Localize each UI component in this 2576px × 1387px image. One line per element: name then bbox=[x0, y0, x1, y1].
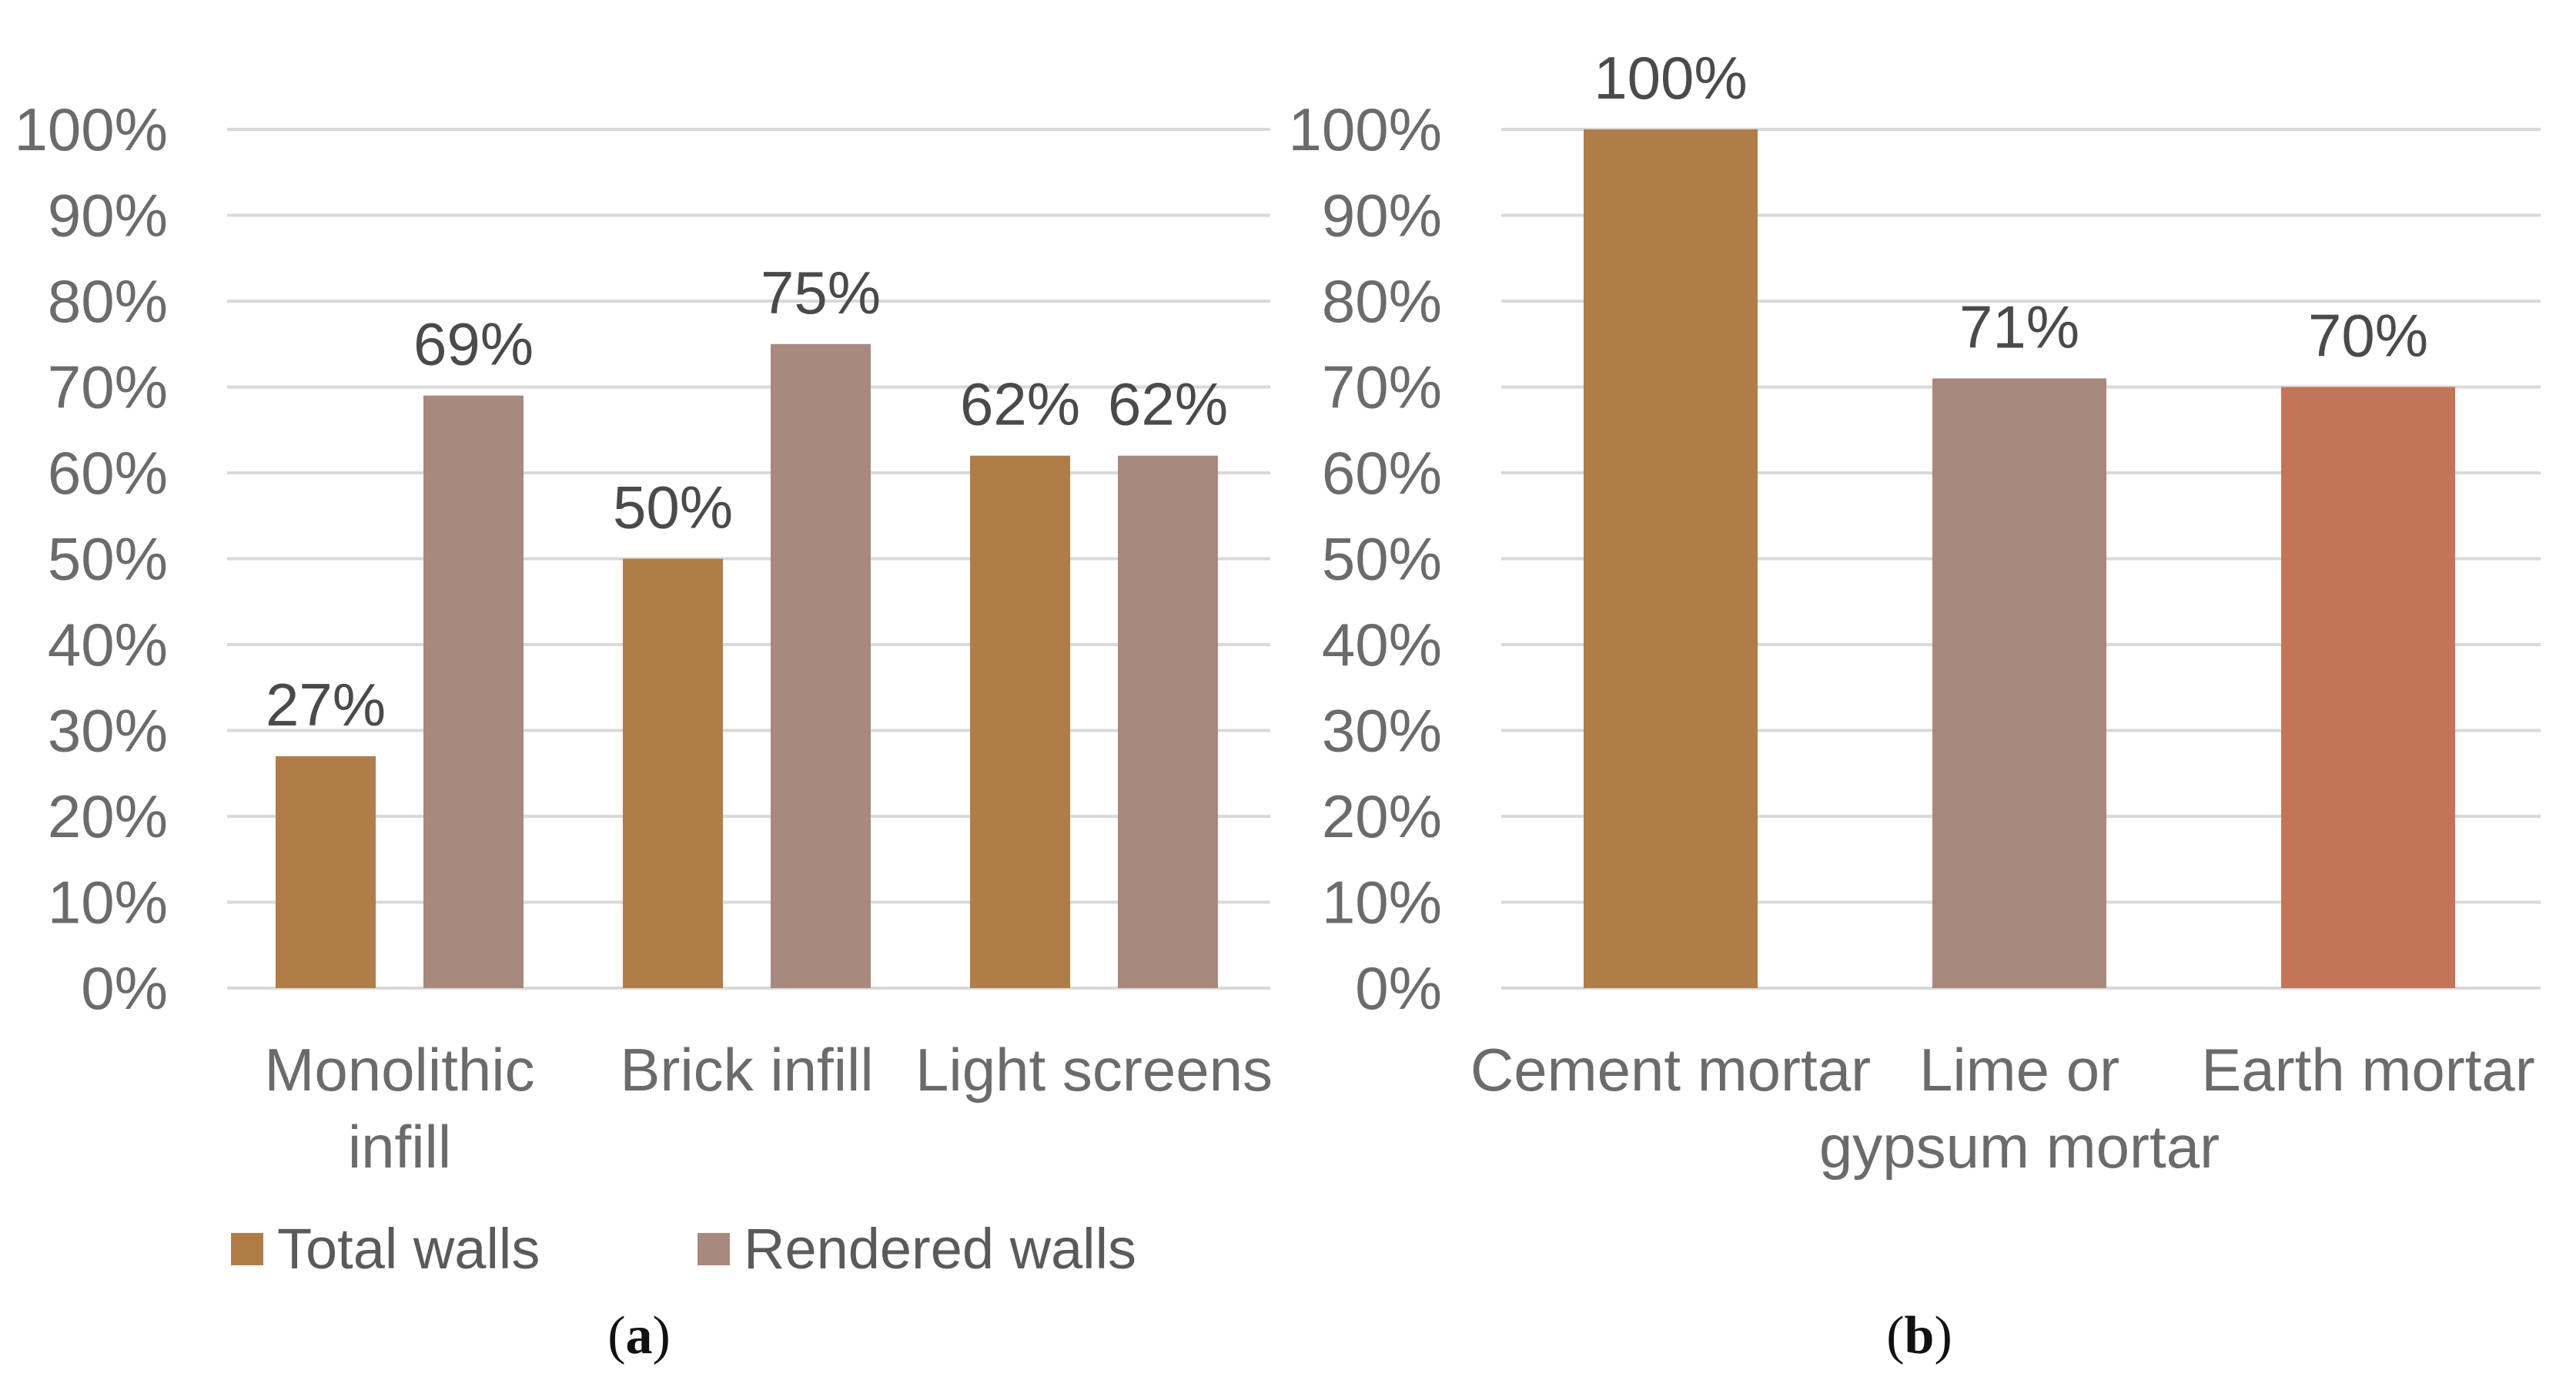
panel-b-bar bbox=[1584, 129, 1758, 988]
panel-a-y-tick-label: 100% bbox=[15, 95, 169, 163]
panel-a-y-tick-label: 0% bbox=[81, 954, 168, 1022]
panel-label-a: (a) bbox=[607, 1306, 671, 1365]
panel-b-y-tick-label: 100% bbox=[1289, 95, 1443, 163]
panel-b-y-tick-label: 10% bbox=[1322, 869, 1442, 936]
legend-label-total-walls: Total walls bbox=[277, 1217, 540, 1281]
panel-b-y-tick-label: 70% bbox=[1322, 353, 1442, 421]
panel-a-bar-total-walls bbox=[623, 558, 723, 988]
legend-label-rendered-walls: Rendered walls bbox=[744, 1217, 1136, 1281]
chart-panel-b: 0% 10% 20% 30% 40% 50% 60% 70% 80% 90% 100% 100% Cem… bbox=[1289, 44, 2541, 1365]
panel-b-bar bbox=[2281, 387, 2455, 988]
panel-a-y-tick-label: 30% bbox=[48, 697, 168, 765]
panel-b-y-tick-label: 80% bbox=[1322, 267, 1442, 335]
panel-a-y-tick-label: 90% bbox=[48, 182, 168, 250]
panel-b-bar bbox=[1932, 378, 2106, 989]
panel-b-data-label: 70% bbox=[2308, 302, 2428, 370]
panel-a-category-label: Monolithic bbox=[264, 1036, 534, 1104]
panel-b-y-tick-label: 60% bbox=[1322, 439, 1442, 507]
panel-a-y-tick-label: 50% bbox=[48, 525, 168, 593]
panel-a-data-label: 62% bbox=[960, 370, 1080, 438]
panel-a-bar-rendered-walls bbox=[1118, 455, 1218, 988]
panel-a-bar-total-walls bbox=[276, 755, 376, 988]
panel-b-category-label: Earth mortar bbox=[2201, 1036, 2534, 1104]
panel-b-y-tick-label: 90% bbox=[1322, 182, 1442, 250]
panel-b-category-label: Lime or bbox=[1919, 1036, 2119, 1104]
panel-a-data-label: 50% bbox=[613, 474, 733, 541]
panel-a-y-tick-label: 40% bbox=[48, 611, 168, 678]
panel-b-y-tick-label: 0% bbox=[1355, 954, 1442, 1022]
panel-b-y-tick-label: 30% bbox=[1322, 697, 1442, 765]
panel-b-y-tick-label: 40% bbox=[1322, 611, 1442, 678]
panel-a-category-label: Light screens bbox=[915, 1036, 1273, 1104]
panel-a-y-tick-label: 60% bbox=[48, 439, 168, 507]
panel-b-data-label: 100% bbox=[1594, 44, 1748, 112]
panel-b-data-label: 71% bbox=[1959, 293, 2079, 360]
chart-panel-a: 0% 10% 20% 30% 40% 50% 60% 70% 80% 90% 100% 27% 69% M… bbox=[15, 95, 1273, 1365]
panel-a-category-label: infill bbox=[348, 1113, 451, 1181]
legend-swatch-rendered-walls bbox=[698, 1233, 730, 1265]
panel-a-y-tick-label: 80% bbox=[48, 267, 168, 335]
panel-b-y-tick-label: 50% bbox=[1322, 525, 1442, 593]
panel-a-data-label: 27% bbox=[266, 671, 386, 739]
panel-a-data-label: 62% bbox=[1108, 370, 1228, 438]
panel-a-y-tick-label: 20% bbox=[48, 782, 168, 850]
panel-a-y-tick-label: 10% bbox=[48, 869, 168, 936]
panel-a-data-label: 75% bbox=[761, 259, 881, 327]
panel-a-bar-rendered-walls bbox=[771, 343, 871, 988]
panel-a-bar-total-walls bbox=[970, 455, 1070, 988]
legend-swatch-total-walls bbox=[231, 1233, 263, 1265]
panel-b-y-tick-label: 20% bbox=[1322, 782, 1442, 850]
panel-a-data-label: 69% bbox=[413, 310, 534, 378]
panel-a-category-label: Brick infill bbox=[620, 1036, 873, 1104]
panel-label-b: (b) bbox=[1886, 1306, 1952, 1365]
panel-a-y-tick-label: 70% bbox=[48, 353, 168, 421]
panel-b-category-label: Cement mortar bbox=[1470, 1036, 1871, 1104]
panel-a-bar-rendered-walls bbox=[423, 395, 524, 988]
panel-b-category-label: gypsum mortar bbox=[1819, 1113, 2220, 1181]
